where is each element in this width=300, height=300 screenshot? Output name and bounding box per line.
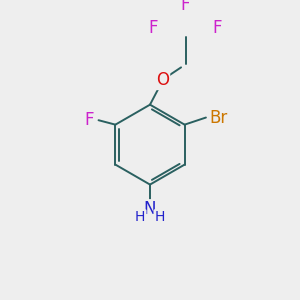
Text: F: F	[213, 19, 222, 37]
Text: F: F	[181, 0, 190, 14]
Text: O: O	[156, 71, 169, 89]
Text: H: H	[135, 210, 146, 224]
Text: N: N	[144, 200, 156, 218]
Text: F: F	[84, 111, 94, 129]
Text: F: F	[149, 19, 158, 37]
Text: H: H	[154, 210, 165, 224]
Text: Br: Br	[209, 109, 227, 127]
